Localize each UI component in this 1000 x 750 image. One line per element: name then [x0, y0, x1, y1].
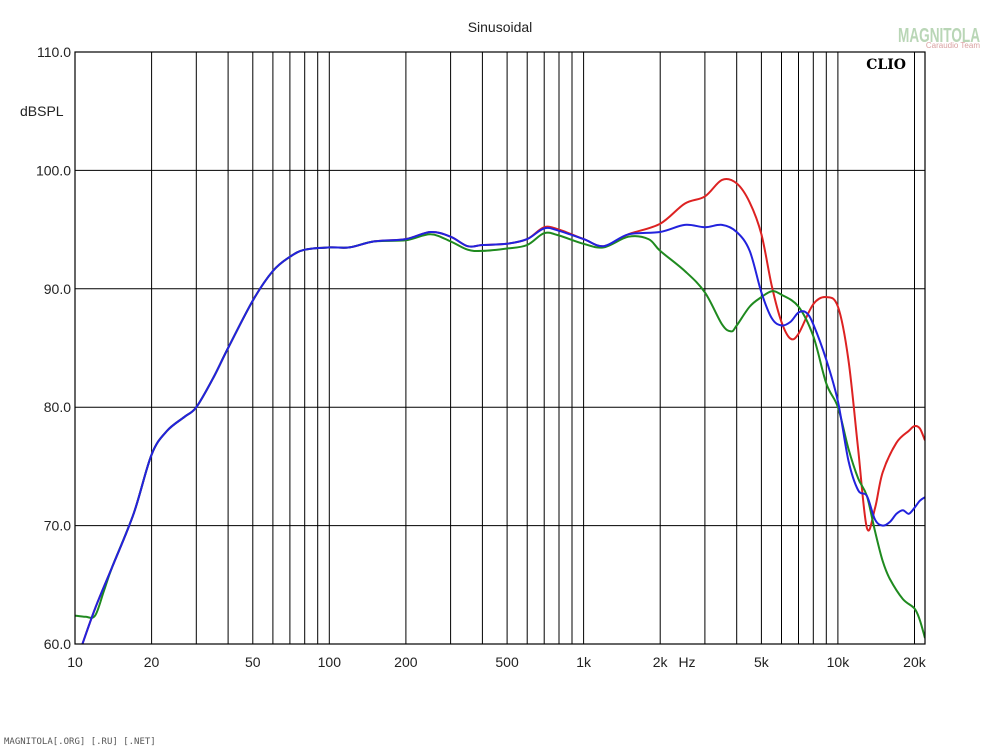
- x-tick-label: 20: [144, 654, 160, 670]
- y-tick-label: 110.0: [37, 44, 71, 60]
- x-tick-label: 200: [394, 654, 418, 670]
- x-tick-label: 20k: [903, 654, 927, 670]
- series-layer: [75, 177, 925, 644]
- y-tick-label: 90.0: [44, 281, 71, 297]
- y-tick-label: 70.0: [44, 518, 71, 534]
- x-tick-label: 10: [67, 654, 83, 670]
- y-tick-label: 60.0: [44, 636, 71, 652]
- chart-grid: [75, 52, 925, 644]
- x-tick-label: 100: [318, 654, 342, 670]
- x-tick-label: 1k: [576, 654, 592, 670]
- watermark-text: MAGNITOLA: [898, 25, 980, 47]
- x-tick-label: 2k: [653, 654, 669, 670]
- y-tick-labels: 60.0 70.0 80.0 90.0 100.0 110.0: [36, 44, 71, 652]
- x-tick-label: 500: [495, 654, 519, 670]
- clio-brand-label: CLIO: [866, 57, 906, 73]
- plot-frame: [74, 51, 926, 645]
- response-curve-green: [75, 231, 925, 639]
- x-tick-labels: 10 20 50 100 200 500 1k 2k 5k 10k 20k: [67, 654, 927, 670]
- response-curve-blue: [81, 223, 925, 644]
- x-tick-label: 5k: [754, 654, 770, 670]
- watermark-logo: MAGNITOLA Caraudio Team: [898, 25, 980, 50]
- footer-credits: MAGNITOLA[.ORG] [.RU] [.NET]: [4, 737, 156, 747]
- y-tick-label: 80.0: [44, 399, 71, 415]
- x-tick-label: 10k: [827, 654, 851, 670]
- x-axis-unit: Hz: [678, 654, 695, 670]
- chart-title: Sinusoidal: [468, 19, 533, 35]
- watermark-subtext: Caraudio Team: [926, 41, 980, 50]
- x-tick-label: 50: [245, 654, 261, 670]
- y-axis-label: dBSPL: [20, 103, 64, 119]
- y-tick-label: 100.0: [36, 162, 71, 178]
